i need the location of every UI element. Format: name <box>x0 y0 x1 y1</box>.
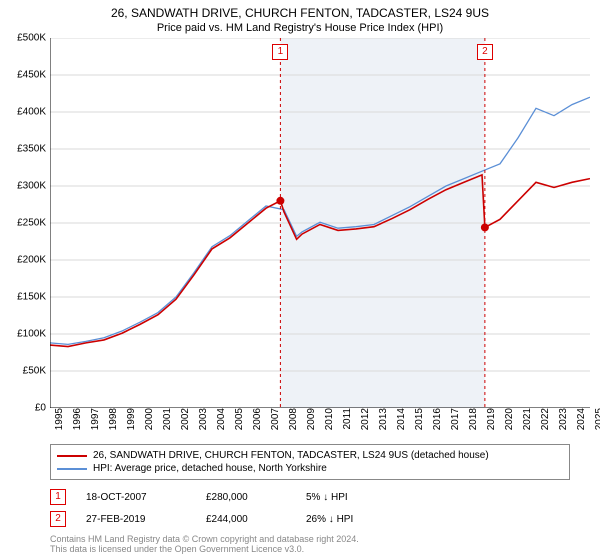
chart-container: 26, SANDWATH DRIVE, CHURCH FENTON, TADCA… <box>0 0 600 560</box>
x-tick-label: 2019 <box>482 408 497 430</box>
y-tick-label: £100K <box>17 329 50 340</box>
entry-marker-icon: 2 <box>50 511 66 527</box>
y-tick-label: £350K <box>17 144 50 155</box>
x-tick-label: 1998 <box>104 408 119 430</box>
x-tick-label: 2018 <box>464 408 479 430</box>
x-tick-label: 2016 <box>428 408 443 430</box>
x-tick-label: 2022 <box>536 408 551 430</box>
legend-item-hpi: HPI: Average price, detached house, Nort… <box>57 462 563 475</box>
x-tick-label: 2023 <box>554 408 569 430</box>
legend-swatch <box>57 468 87 470</box>
x-tick-label: 2024 <box>572 408 587 430</box>
legend-label: 26, SANDWATH DRIVE, CHURCH FENTON, TADCA… <box>93 450 489 461</box>
chart-svg <box>50 38 590 408</box>
x-tick-label: 2000 <box>140 408 155 430</box>
y-tick-label: £250K <box>17 218 50 229</box>
x-tick-label: 1996 <box>68 408 83 430</box>
footer-line: This data is licensed under the Open Gov… <box>50 544 570 554</box>
x-tick-label: 2010 <box>320 408 335 430</box>
entry-diff: 26% ↓ HPI <box>306 514 570 525</box>
y-tick-label: £200K <box>17 255 50 266</box>
legend-swatch <box>57 455 87 457</box>
x-tick-label: 2015 <box>410 408 425 430</box>
y-tick-label: £0 <box>35 403 50 414</box>
entry-date: 27-FEB-2019 <box>86 514 186 525</box>
x-tick-label: 2017 <box>446 408 461 430</box>
x-tick-label: 2025 <box>590 408 600 430</box>
legend: 26, SANDWATH DRIVE, CHURCH FENTON, TADCA… <box>50 444 570 480</box>
entry-row: 1 18-OCT-2007 £280,000 5% ↓ HPI <box>50 486 570 508</box>
marker-box: 1 <box>272 44 288 60</box>
x-tick-label: 2005 <box>230 408 245 430</box>
x-tick-label: 2003 <box>194 408 209 430</box>
entry-price: £244,000 <box>206 514 286 525</box>
entries: 1 18-OCT-2007 £280,000 5% ↓ HPI 2 27-FEB… <box>50 486 570 530</box>
marker-box: 2 <box>477 44 493 60</box>
y-tick-label: £450K <box>17 70 50 81</box>
x-tick-label: 2014 <box>392 408 407 430</box>
y-tick-label: £500K <box>17 33 50 44</box>
x-tick-label: 2009 <box>302 408 317 430</box>
x-tick-label: 2020 <box>500 408 515 430</box>
y-tick-label: £400K <box>17 107 50 118</box>
y-tick-label: £50K <box>23 366 50 377</box>
x-tick-label: 2011 <box>338 408 353 430</box>
chart-area: £0£50K£100K£150K£200K£250K£300K£350K£400… <box>50 38 590 408</box>
entry-price: £280,000 <box>206 492 286 503</box>
x-tick-label: 2008 <box>284 408 299 430</box>
footer: Contains HM Land Registry data © Crown c… <box>50 534 570 554</box>
y-tick-label: £150K <box>17 292 50 303</box>
footer-line: Contains HM Land Registry data © Crown c… <box>50 534 570 544</box>
x-tick-label: 1997 <box>86 408 101 430</box>
x-tick-label: 2007 <box>266 408 281 430</box>
entry-diff: 5% ↓ HPI <box>306 492 570 503</box>
y-tick-label: £300K <box>17 181 50 192</box>
x-tick-label: 2021 <box>518 408 533 430</box>
x-tick-label: 2006 <box>248 408 263 430</box>
legend-label: HPI: Average price, detached house, Nort… <box>93 463 327 474</box>
x-tick-label: 1995 <box>50 408 65 430</box>
x-tick-label: 2013 <box>374 408 389 430</box>
entry-row: 2 27-FEB-2019 £244,000 26% ↓ HPI <box>50 508 570 530</box>
x-tick-label: 2002 <box>176 408 191 430</box>
legend-item-property: 26, SANDWATH DRIVE, CHURCH FENTON, TADCA… <box>57 449 563 462</box>
entry-date: 18-OCT-2007 <box>86 492 186 503</box>
title-sub: Price paid vs. HM Land Registry's House … <box>0 20 600 38</box>
x-tick-label: 1999 <box>122 408 137 430</box>
x-tick-label: 2001 <box>158 408 173 430</box>
x-tick-label: 2004 <box>212 408 227 430</box>
title-main: 26, SANDWATH DRIVE, CHURCH FENTON, TADCA… <box>0 0 600 20</box>
entry-marker-icon: 1 <box>50 489 66 505</box>
x-tick-label: 2012 <box>356 408 371 430</box>
